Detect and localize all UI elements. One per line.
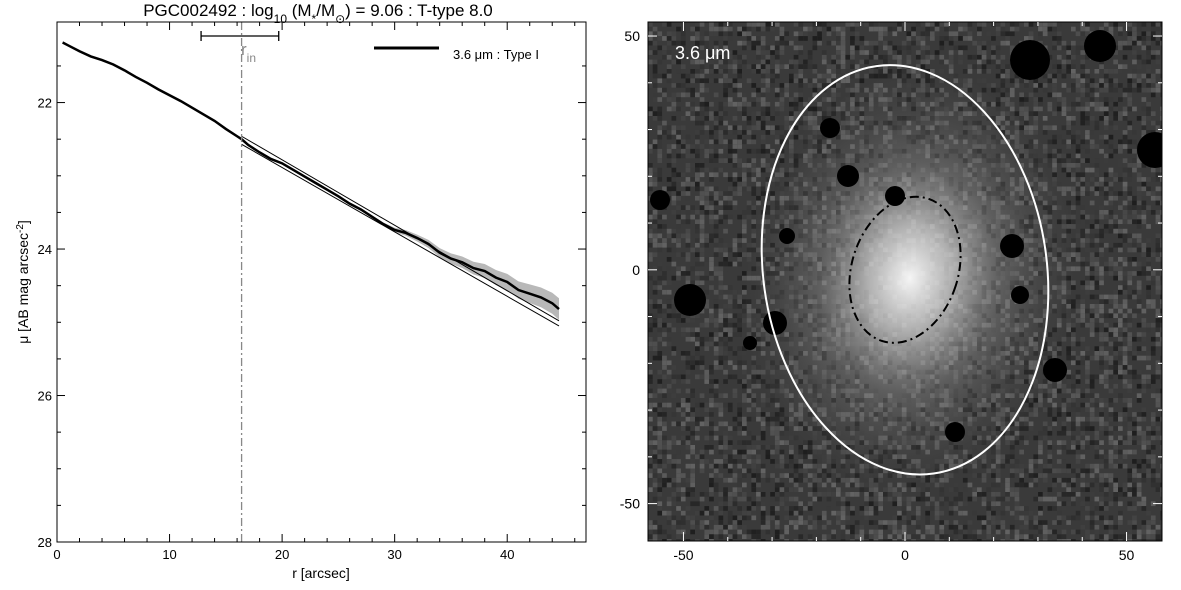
fit-line-1	[241, 135, 560, 322]
star-mask	[763, 311, 787, 335]
star-mask	[1137, 132, 1162, 168]
profile-frame	[56, 21, 587, 543]
y-tick-label: 26	[38, 389, 52, 404]
star-mask	[1084, 30, 1116, 62]
isophote-ellipse-solid	[760, 64, 1050, 476]
profile-panel: 0 10 20 30 40 22 24 26 28 r [arcsec] μ [AB mag a…	[15, 21, 587, 581]
y-tick-label: 22	[38, 96, 52, 111]
star-mask	[650, 190, 670, 210]
x-tick-label: 10	[162, 547, 176, 562]
image-y-tick-label: -50	[620, 496, 640, 512]
legend-label: 3.6 μm : Type I	[453, 47, 539, 62]
star-mask	[1000, 234, 1024, 258]
figure-title: PGC002492 : log10 (M*/M⊙) = 9.06 : T-typ…	[143, 1, 493, 26]
profile-ticks: 0 10 20 30 40 22 24 26 28	[38, 22, 586, 562]
star-mask	[885, 186, 905, 206]
band-label: 3.6 μm	[675, 43, 730, 63]
profile-plot-area	[62, 22, 560, 542]
x-tick-label: 20	[275, 547, 289, 562]
star-mask	[779, 228, 795, 244]
star-mask	[1043, 358, 1067, 382]
star-mask	[820, 118, 840, 138]
image-ticks: -50 0 50 -50 0 50	[620, 22, 1162, 563]
x-tick-label: 30	[387, 547, 401, 562]
star-mask	[674, 284, 706, 316]
fit-line-2	[241, 143, 560, 327]
isophote-ellipses	[760, 64, 1050, 476]
star-mask	[1011, 286, 1029, 304]
star-mask	[1010, 40, 1050, 80]
isophote-ellipse-dash-dot	[848, 195, 962, 344]
r-in-label: rin	[241, 40, 256, 65]
image-y-tick-label: 0	[632, 262, 640, 278]
x-tick-label: 0	[53, 547, 60, 562]
star-mask	[837, 165, 859, 187]
r-in-marker	[200, 31, 280, 41]
image-x-tick-label: -50	[673, 547, 693, 563]
x-tick-label: 40	[500, 547, 514, 562]
y-tick-label: 28	[38, 535, 52, 550]
star-mask	[743, 336, 757, 350]
galaxy-light	[743, 69, 1077, 487]
y-axis-label: μ [AB mag arcsec-2]	[15, 220, 32, 344]
image-panel: -50 0 50 -50 0 50 3.6 μm	[620, 21, 1163, 563]
y-tick-label: 24	[38, 242, 52, 257]
x-axis-label: r [arcsec]	[292, 565, 350, 581]
star-mask	[945, 422, 965, 442]
image-x-tick-label: 0	[901, 547, 909, 563]
image-y-tick-label: 50	[624, 28, 640, 44]
profile-line	[62, 41, 560, 311]
legend: 3.6 μm : Type I	[374, 46, 539, 62]
image-x-tick-label: 50	[1119, 547, 1135, 563]
